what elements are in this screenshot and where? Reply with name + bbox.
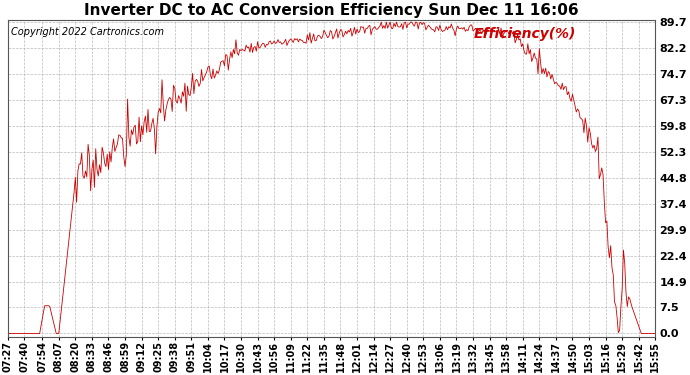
Title: Inverter DC to AC Conversion Efficiency Sun Dec 11 16:06: Inverter DC to AC Conversion Efficiency … [84,3,579,18]
Text: Efficiency(%): Efficiency(%) [474,27,576,40]
Text: Copyright 2022 Cartronics.com: Copyright 2022 Cartronics.com [11,27,164,37]
